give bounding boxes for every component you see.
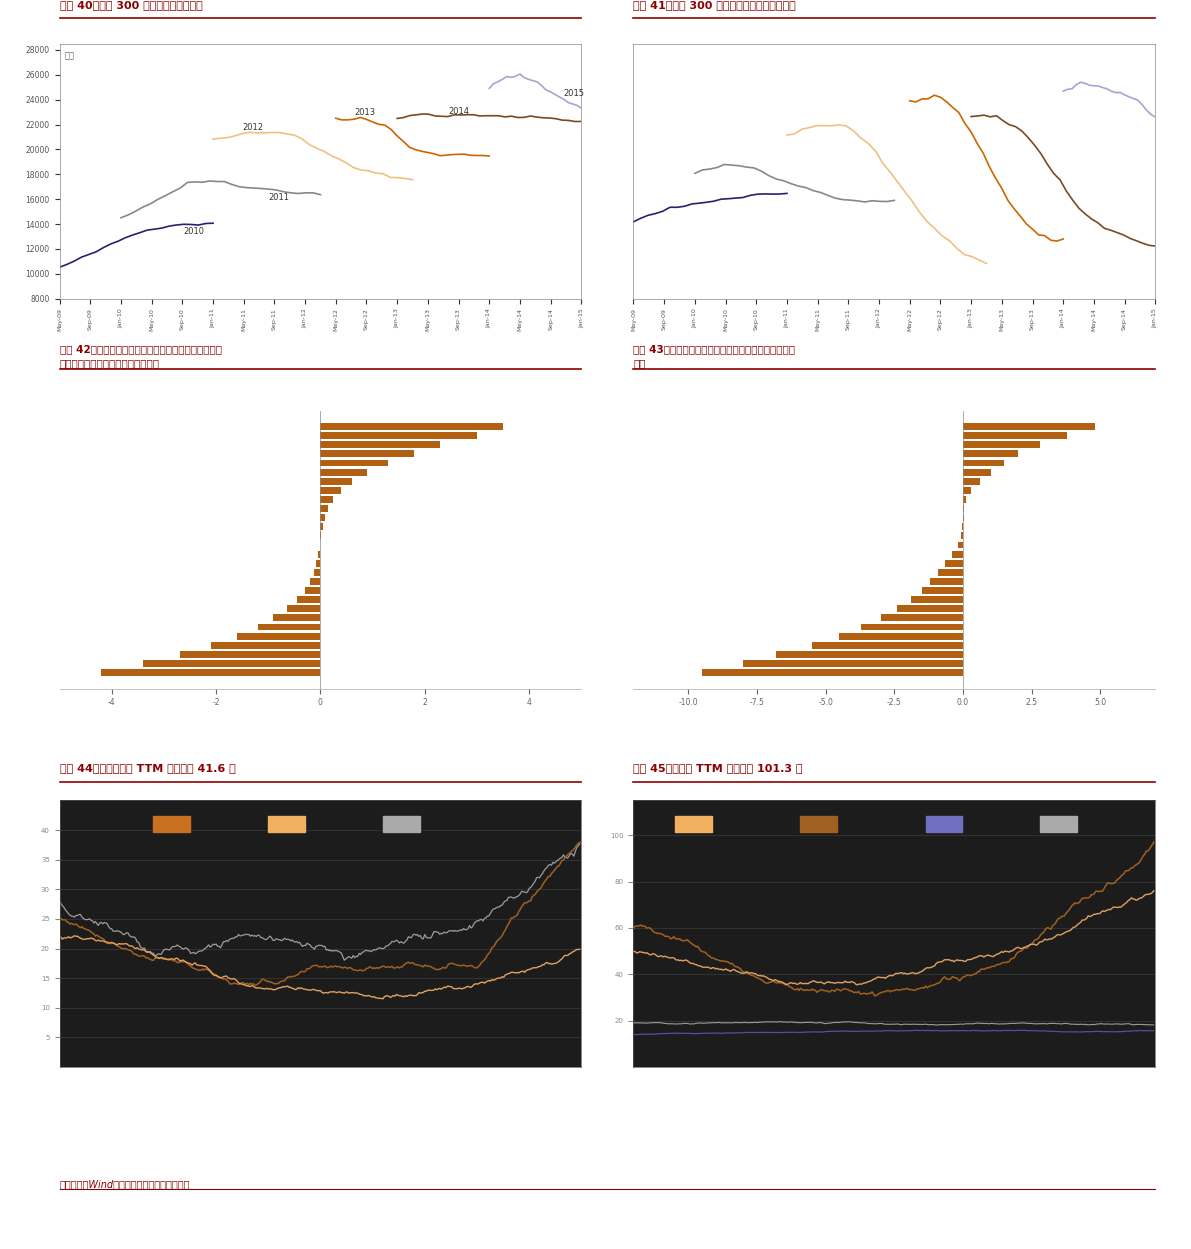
- Bar: [964, 505, 965, 512]
- Bar: [320, 441, 441, 448]
- Text: 2014: 2014: [448, 107, 469, 116]
- Bar: [939, 570, 964, 576]
- Text: 资料来源：Wind，朝阳永续，中金公司研究部: 资料来源：Wind，朝阳永续，中金公司研究部: [60, 1179, 191, 1189]
- Bar: [961, 532, 964, 540]
- Text: 图表 41：沪深 300 非金融成分预测净利润变动: 图表 41：沪深 300 非金融成分预测净利润变动: [634, 0, 797, 10]
- Bar: [310, 578, 320, 585]
- Bar: [812, 642, 964, 648]
- Bar: [964, 432, 1067, 440]
- Bar: [320, 515, 325, 521]
- Bar: [384, 817, 419, 833]
- Bar: [703, 669, 964, 676]
- Text: 2012: 2012: [243, 122, 263, 132]
- Bar: [180, 651, 320, 658]
- Text: 图表 40：沪深 300 成分预测净利润变动: 图表 40：沪深 300 成分预测净利润变动: [60, 0, 202, 10]
- Text: 2010: 2010: [183, 227, 205, 236]
- Bar: [964, 478, 979, 485]
- Bar: [925, 817, 962, 833]
- Bar: [320, 451, 414, 457]
- Bar: [154, 817, 191, 833]
- Bar: [964, 487, 972, 493]
- Text: 图表 44：非银行板块 TTM 市盈率为 41.6 倍: 图表 44：非银行板块 TTM 市盈率为 41.6 倍: [60, 763, 236, 773]
- Bar: [268, 817, 305, 833]
- Bar: [287, 606, 320, 612]
- Bar: [143, 659, 320, 667]
- Bar: [320, 478, 351, 485]
- Bar: [964, 468, 991, 476]
- Bar: [964, 496, 966, 503]
- Bar: [320, 468, 367, 476]
- Bar: [211, 642, 320, 648]
- Bar: [675, 817, 712, 833]
- Bar: [964, 423, 1095, 430]
- Bar: [237, 633, 320, 639]
- Bar: [964, 441, 1040, 448]
- Bar: [320, 523, 323, 531]
- Bar: [946, 560, 964, 567]
- Bar: [922, 587, 964, 595]
- Bar: [861, 623, 964, 631]
- Bar: [101, 669, 320, 676]
- Bar: [911, 596, 964, 603]
- Bar: [880, 615, 964, 621]
- Bar: [1041, 817, 1077, 833]
- Bar: [320, 487, 342, 493]
- Bar: [297, 596, 320, 603]
- Bar: [964, 460, 1004, 466]
- Bar: [930, 578, 964, 585]
- Text: 图表 42：上周食品饮料和石油石化等行业市场一致预期
有所上调，有色金属等行业有所下调: 图表 42：上周食品饮料和石油石化等行业市场一致预期 有所上调，有色金属等行业有…: [60, 343, 222, 367]
- Bar: [743, 659, 964, 667]
- Bar: [318, 551, 320, 557]
- Text: 2013: 2013: [354, 109, 375, 117]
- Bar: [320, 505, 329, 512]
- Bar: [964, 451, 1018, 457]
- Bar: [777, 651, 964, 658]
- Bar: [320, 423, 503, 430]
- Text: 2011: 2011: [269, 194, 289, 202]
- Bar: [305, 587, 320, 595]
- Bar: [958, 542, 964, 548]
- Bar: [320, 432, 476, 440]
- Text: 图表 45：创业板 TTM 市盈率为 101.3 倍: 图表 45：创业板 TTM 市盈率为 101.3 倍: [634, 763, 803, 773]
- Bar: [897, 606, 964, 612]
- Bar: [257, 623, 320, 631]
- Bar: [952, 551, 964, 557]
- Bar: [320, 496, 333, 503]
- Bar: [274, 615, 320, 621]
- Bar: [840, 633, 964, 639]
- Bar: [800, 817, 837, 833]
- Text: 2015: 2015: [563, 89, 585, 97]
- Text: 亿元: 亿元: [64, 51, 75, 60]
- Bar: [317, 560, 320, 567]
- Bar: [313, 570, 320, 576]
- Text: 图表 43：年初至今石油石化、煤炭等行业盈利下调幅度
较大: 图表 43：年初至今石油石化、煤炭等行业盈利下调幅度 较大: [634, 343, 796, 367]
- Bar: [320, 460, 388, 466]
